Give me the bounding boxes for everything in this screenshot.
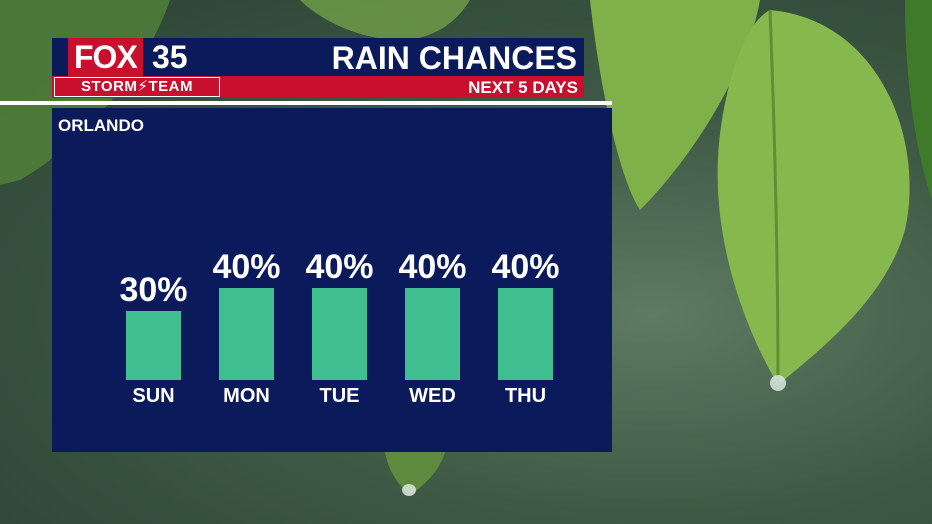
- water-drop: [770, 375, 786, 391]
- leaf-large-right: [717, 10, 910, 385]
- data-label-tue: 40%: [305, 248, 373, 286]
- category-label-sun: SUN: [132, 385, 174, 407]
- leaf-top-center: [300, 0, 470, 40]
- water-drop: [402, 484, 416, 496]
- data-label-sun: 30%: [119, 271, 187, 309]
- leaf-far-right: [905, 0, 932, 200]
- bar-thu: [498, 288, 553, 380]
- fox-logo: FOX: [68, 38, 143, 76]
- storm-team-logo: STORM⚡TEAM: [54, 77, 220, 97]
- chart-subtitle: NEXT 5 DAYS: [468, 78, 578, 97]
- leaf-bottom: [385, 452, 445, 495]
- bar-sun: [126, 311, 181, 380]
- bar-tue: [312, 288, 367, 380]
- location-label: ORLANDO: [58, 116, 144, 135]
- rain-chance-chart: 30% SUN 40% MON 40% TUE 40% WED 40% THU: [119, 248, 559, 407]
- chart-title: RAIN CHANCES: [331, 40, 577, 76]
- bar-mon: [219, 288, 274, 380]
- divider: [0, 101, 612, 105]
- data-label-mon: 40%: [212, 248, 280, 286]
- category-label-tue: TUE: [320, 385, 360, 407]
- category-label-wed: WED: [409, 385, 456, 407]
- category-label-mon: MON: [223, 385, 270, 407]
- chart-panel: [52, 108, 612, 452]
- leaf-upper-right: [590, 0, 760, 210]
- channel-number: 35: [152, 39, 188, 75]
- category-label-thu: THU: [505, 385, 546, 407]
- data-label-thu: 40%: [491, 248, 559, 286]
- leaf-vein: [768, 9, 780, 386]
- bar-wed: [405, 288, 460, 380]
- data-label-wed: 40%: [398, 248, 466, 286]
